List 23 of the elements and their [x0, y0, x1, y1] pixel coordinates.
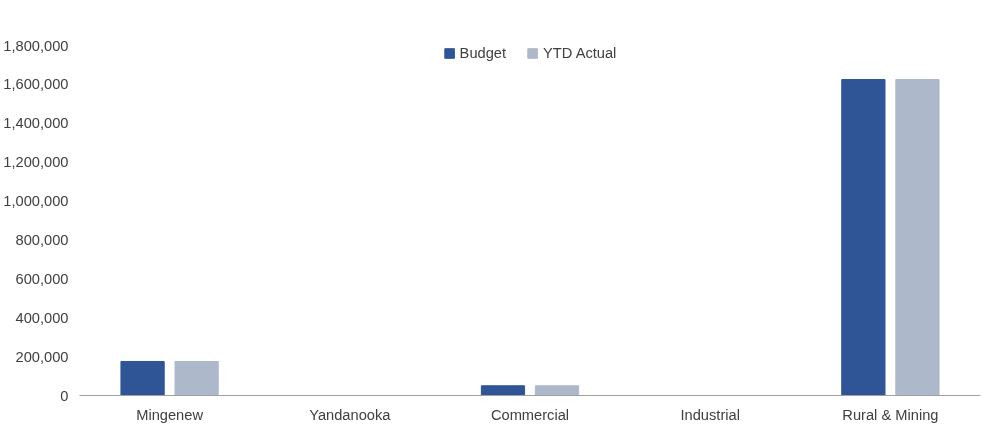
x-tick-label: Yandanooka [309, 406, 392, 423]
legend-label: YTD Actual [543, 45, 617, 61]
y-tick-label: 1,800,000 [3, 37, 69, 54]
x-tick-label: Mingenew [136, 406, 204, 423]
bar [895, 79, 940, 396]
y-tick-label: 800,000 [15, 231, 69, 248]
bar [841, 79, 886, 396]
legend-label: Budget [459, 45, 507, 61]
bar [174, 360, 219, 396]
y-tick-label: 1,600,000 [3, 76, 69, 93]
y-tick-label: 600,000 [15, 270, 69, 287]
y-tick-label: 1,400,000 [3, 115, 69, 132]
y-tick-label: 200,000 [15, 348, 69, 365]
bar [120, 360, 165, 396]
y-tick-label: 0 [60, 387, 69, 404]
bar [480, 385, 526, 396]
y-tick-label: 400,000 [15, 309, 69, 326]
x-tick-label: Commercial [490, 406, 570, 423]
x-tick-label: Rural & Mining [842, 406, 939, 423]
y-tick-label: 1,000,000 [3, 193, 69, 210]
bar [534, 385, 580, 396]
y-tick-label: 1,200,000 [3, 154, 69, 171]
x-tick-label: Industrial [680, 406, 740, 423]
